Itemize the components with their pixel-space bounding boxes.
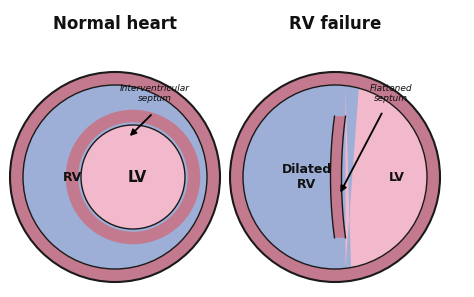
Circle shape (10, 72, 220, 282)
Circle shape (23, 85, 207, 269)
Text: Flattened
septum: Flattened septum (370, 83, 412, 103)
Circle shape (230, 72, 440, 282)
Circle shape (81, 125, 185, 229)
Text: RV: RV (64, 170, 82, 184)
Text: Normal heart: Normal heart (53, 15, 177, 33)
Circle shape (243, 85, 427, 269)
Polygon shape (330, 116, 346, 238)
Text: LV: LV (128, 170, 146, 184)
Polygon shape (346, 88, 427, 268)
Text: Interventricular
septum: Interventricular septum (120, 83, 190, 103)
Text: LV: LV (389, 170, 405, 184)
Text: RV failure: RV failure (289, 15, 381, 33)
Text: Dilated
RV: Dilated RV (282, 163, 332, 191)
